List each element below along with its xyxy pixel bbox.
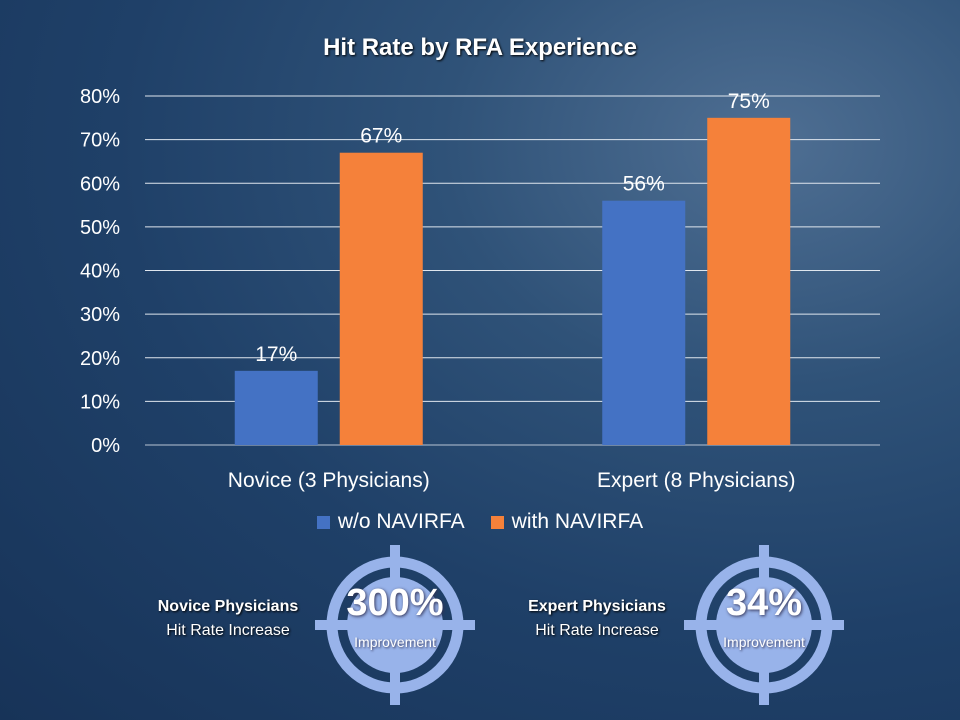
y-tick-label: 80% (80, 86, 120, 108)
legend-item-without: w/o NAVIRFA (316, 510, 465, 534)
legend-swatch (316, 515, 330, 529)
legend-label: with NAVIRFA (511, 510, 644, 533)
y-tick-label: 40% (80, 261, 120, 283)
expert-target: 34% Improvement (679, 540, 849, 710)
improvement-value: 300% (346, 582, 444, 624)
data-label: 56% (623, 173, 665, 196)
improvement-caption: Improvement (354, 634, 436, 650)
legend-swatch (490, 515, 504, 529)
y-tick-label: 0% (91, 435, 120, 457)
callout-heading: Expert Physicians (528, 598, 666, 615)
legend: w/o NAVIRFA with NAVIRFA (0, 510, 960, 534)
legend-label: w/o NAVIRFA (337, 510, 465, 533)
legend-item-with: with NAVIRFA (490, 510, 644, 534)
novice-callout: Novice Physicians Hit Rate Increase (133, 598, 323, 640)
bar (602, 200, 686, 445)
y-tick-label: 30% (80, 304, 120, 326)
y-tick-label: 20% (80, 348, 120, 370)
y-tick-label: 70% (80, 130, 120, 152)
target-icon (684, 545, 844, 705)
improvement-value: 34% (725, 582, 803, 624)
chart-title: Hit Rate by RFA Experience (323, 34, 637, 61)
data-label: 17% (255, 343, 297, 366)
expert-callout: Expert Physicians Hit Rate Increase (502, 598, 692, 640)
bar (707, 117, 791, 445)
data-label: 67% (360, 125, 402, 148)
y-tick-label: 10% (80, 391, 120, 413)
callout-sub: Hit Rate Increase (535, 622, 659, 639)
callout-heading: Novice Physicians (157, 598, 299, 615)
bar-chart: 0% 10% 20% 30% 40% 50% 60% 70% 80% Novice (3 Phys… (80, 86, 880, 492)
bar (234, 370, 318, 445)
target-icon (315, 545, 475, 705)
x-category-label: Novice (3 Physicians) (228, 469, 430, 492)
y-tick-label: 60% (80, 173, 120, 195)
y-tick-label: 50% (80, 217, 120, 239)
bar (339, 152, 423, 445)
improvement-caption: Improvement (723, 634, 805, 650)
x-category-label: Expert (8 Physicians) (597, 469, 795, 492)
callout-sub: Hit Rate Increase (166, 622, 290, 639)
data-label: 75% (728, 90, 770, 113)
novice-target: 300% Improvement (310, 540, 480, 710)
